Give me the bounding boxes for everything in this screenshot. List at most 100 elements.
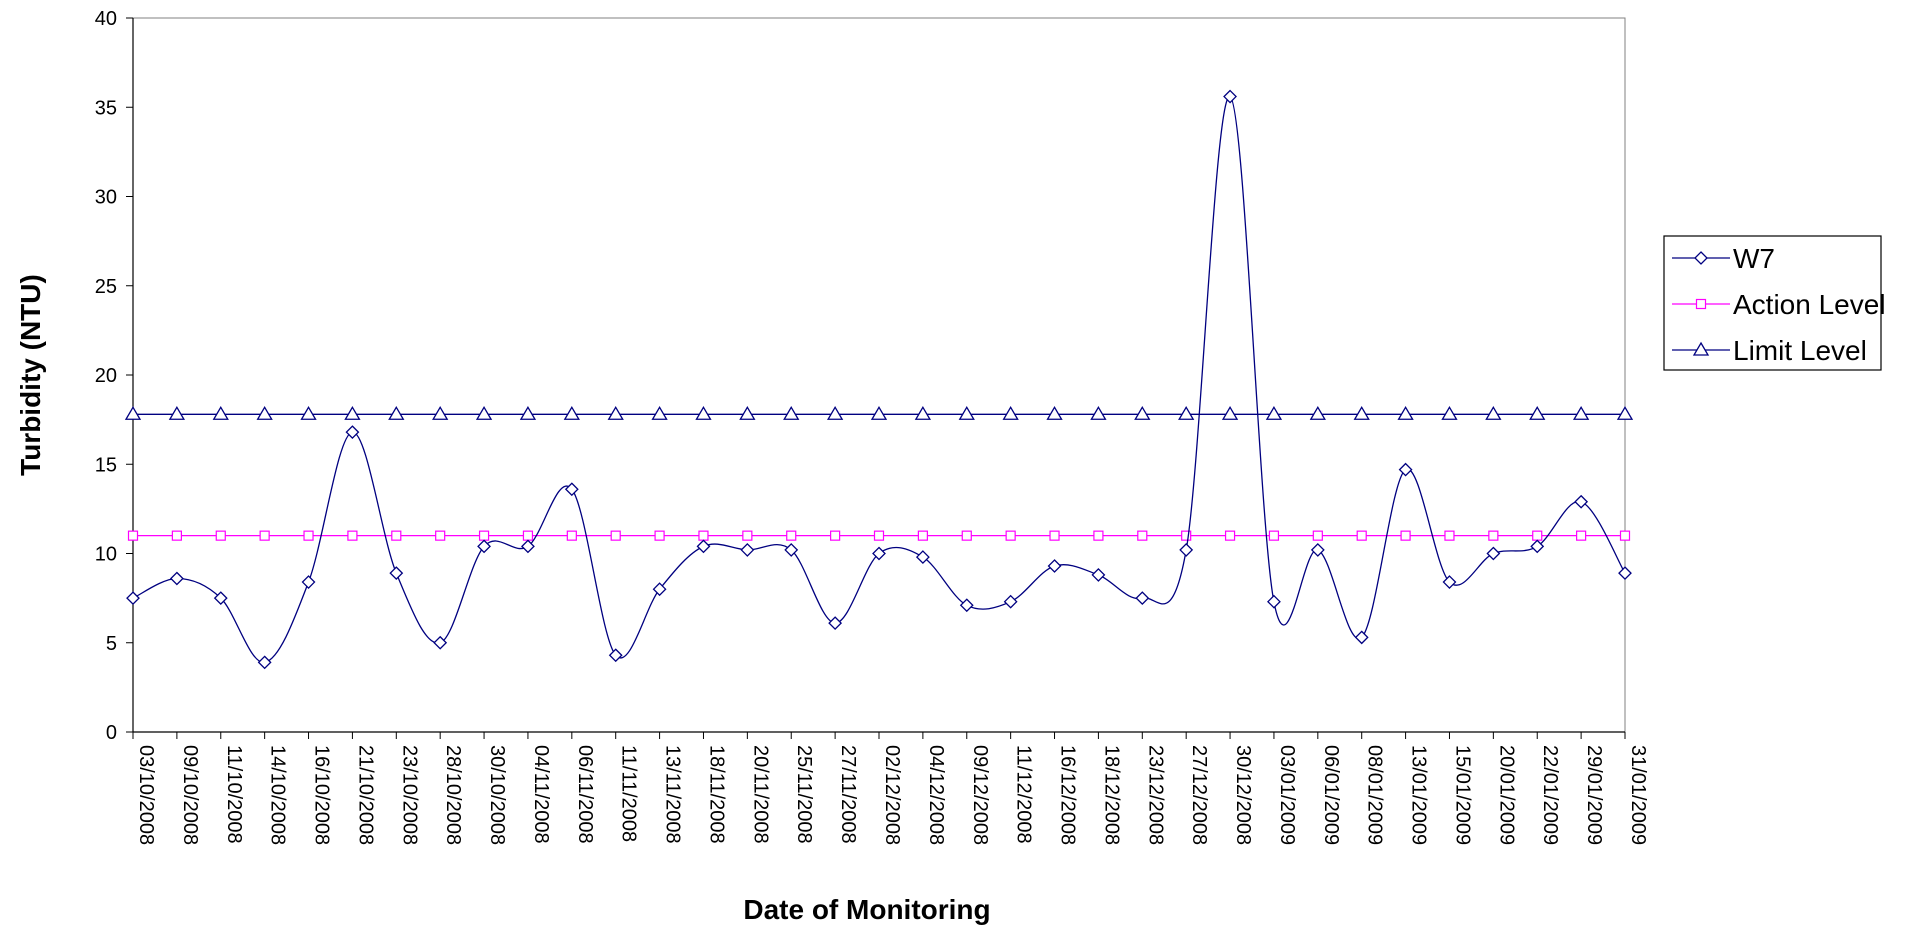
data-point-action-level [1005, 530, 1016, 541]
y-axis-title: Turbidity (NTU) [15, 274, 46, 476]
legend-item-w7: W7 [1672, 243, 1775, 274]
y-tick-label: 30 [95, 187, 117, 209]
data-point-limit-level [826, 405, 844, 420]
data-point-limit-level [388, 405, 405, 420]
y-tick-label: 35 [95, 97, 117, 119]
data-point-limit-level [124, 405, 142, 420]
data-point-limit-level [1353, 405, 1370, 420]
data-point-limit-level [1572, 405, 1590, 420]
data-point-action-level [478, 530, 490, 541]
data-point-action-level [961, 530, 972, 541]
data-point-action-level [1576, 530, 1587, 541]
y-tick-label: 15 [95, 454, 117, 476]
data-point-action-level [830, 530, 841, 541]
data-point-w7 [169, 571, 184, 586]
legend-marker-action-level [1695, 298, 1707, 310]
x-tick-label: 18/11/2008 [705, 745, 727, 844]
data-point-w7 [1574, 494, 1589, 509]
data-point-action-level [1312, 530, 1323, 541]
data-point-w7 [1223, 89, 1237, 104]
series-w7 [126, 89, 1632, 670]
x-tick-label: 30/10/2008 [486, 745, 508, 845]
data-point-w7 [1267, 594, 1281, 609]
data-point-w7 [1091, 568, 1106, 582]
x-tick-label: 06/01/2009 [1320, 745, 1342, 845]
x-tick-label: 16/10/2008 [311, 745, 333, 845]
data-point-w7 [1047, 559, 1062, 573]
x-tick-label: 23/10/2008 [398, 745, 420, 845]
data-point-limit-level [651, 405, 668, 420]
data-point-w7 [564, 482, 579, 497]
data-point-limit-level [475, 405, 493, 420]
data-point-w7 [608, 648, 623, 663]
data-point-limit-level [256, 405, 273, 420]
data-point-limit-level [1046, 405, 1063, 420]
x-tick-label: 11/12/2008 [1013, 745, 1035, 844]
data-point-limit-level [1309, 405, 1326, 420]
x-tick-label: 22/01/2009 [1539, 745, 1561, 845]
data-point-action-level [917, 530, 928, 541]
legend-item-limit-level: Limit Level [1672, 335, 1867, 366]
data-point-action-level [303, 530, 314, 541]
data-point-action-level [1356, 530, 1367, 541]
x-tick-label: 14/10/2008 [267, 745, 289, 845]
data-point-action-level [1268, 530, 1280, 541]
data-point-limit-level [783, 405, 800, 420]
data-point-limit-level [739, 405, 756, 420]
data-point-action-level [1400, 530, 1411, 541]
data-point-limit-level [563, 405, 580, 420]
data-point-limit-level [1397, 405, 1414, 420]
data-point-w7 [1354, 630, 1369, 645]
x-tick-label: 11/11/2008 [618, 745, 640, 842]
data-point-limit-level [1134, 405, 1151, 420]
data-point-limit-level [168, 405, 186, 420]
data-point-action-level [1619, 530, 1631, 541]
data-point-action-level [259, 530, 270, 541]
data-point-w7 [1618, 566, 1632, 581]
data-point-action-level [1444, 530, 1455, 541]
data-point-w7 [1135, 591, 1150, 606]
data-point-w7 [389, 566, 404, 581]
data-point-w7 [1442, 575, 1457, 589]
data-point-w7 [915, 550, 930, 564]
data-point-limit-level [1616, 405, 1634, 420]
x-tick-label: 29/01/2009 [1583, 745, 1605, 845]
x-tick-label: 03/01/2009 [1276, 745, 1298, 845]
data-point-action-level [127, 530, 139, 541]
data-point-w7 [784, 543, 799, 557]
data-point-limit-level [1002, 405, 1019, 420]
data-point-action-level [1532, 530, 1543, 541]
x-tick-label: 28/10/2008 [442, 745, 464, 845]
data-point-w7 [1398, 462, 1413, 477]
x-tick-label: 02/12/2008 [881, 745, 903, 845]
data-point-limit-level [344, 405, 361, 420]
data-point-limit-level [914, 405, 932, 420]
data-point-w7 [477, 539, 491, 554]
data-point-w7 [872, 546, 886, 561]
data-point-action-level [610, 530, 621, 541]
data-point-action-level [1488, 530, 1499, 541]
data-point-action-level [698, 530, 709, 541]
series-layer [124, 89, 1634, 670]
series-limit-level [124, 405, 1634, 420]
data-point-action-level [391, 530, 402, 541]
data-point-w7 [652, 582, 667, 597]
data-point-w7 [257, 655, 272, 670]
x-axis-title: Date of Monitoring [743, 894, 990, 925]
data-point-w7 [1486, 546, 1501, 561]
data-point-action-level [742, 530, 753, 541]
data-point-action-level [171, 530, 182, 541]
legend-marker-limit-level [1692, 341, 1710, 356]
x-tick-label: 16/12/2008 [1057, 745, 1079, 845]
x-tick-label: 11/10/2008 [223, 745, 245, 844]
x-tick-label: 27/11/2008 [837, 745, 859, 844]
x-tick-label: 09/12/2008 [969, 745, 991, 845]
legend-label-limit-level: Limit Level [1733, 335, 1867, 366]
data-point-limit-level [870, 405, 888, 420]
x-tick-label: 04/11/2008 [530, 745, 552, 844]
x-tick-label: 09/10/2008 [179, 745, 201, 845]
y-tick-label: 5 [106, 633, 117, 655]
data-point-limit-level [432, 405, 449, 420]
data-point-w7 [828, 616, 843, 631]
